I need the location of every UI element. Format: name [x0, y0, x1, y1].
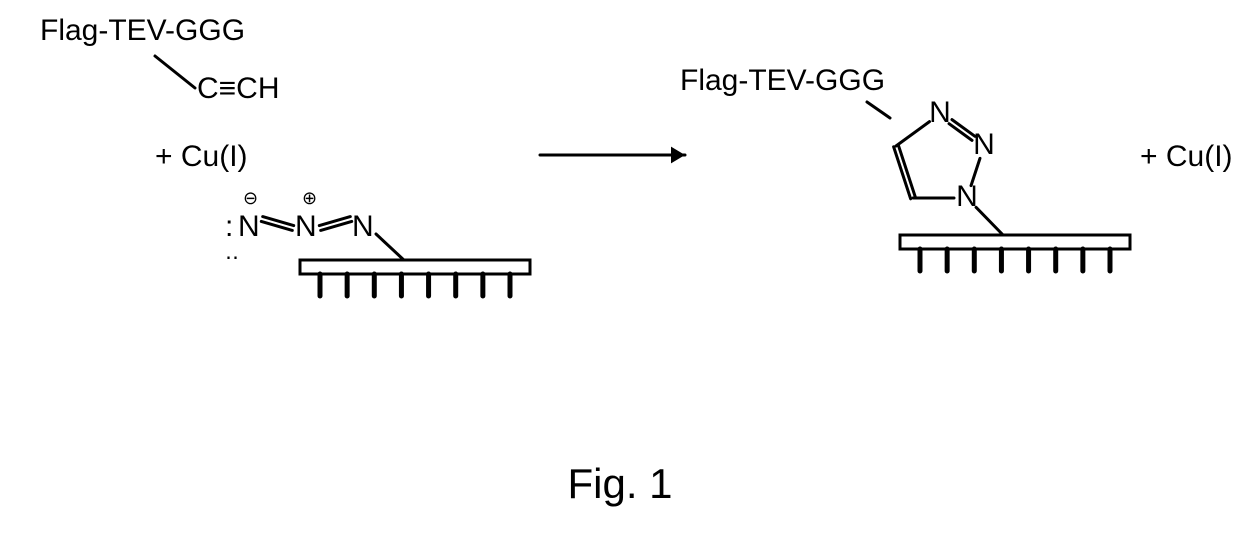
product-tag-to-ring-bond: [867, 102, 890, 118]
reaction-svg: NNN: [0, 0, 1240, 554]
azide-lone-pair-dots-below: ‥: [225, 240, 239, 265]
reaction-scheme: Flag-TEV-GGG C≡CH + Cu(I) : ⊖ ⊕ N N N Fl…: [0, 0, 1240, 554]
azide-to-oligo-bond: [376, 234, 406, 262]
reaction-arrow-head: [671, 147, 685, 164]
tag-to-alkyne-bond: [155, 56, 195, 88]
triazole-N1-label: N: [929, 96, 951, 129]
triazole-N2-label: N: [973, 128, 995, 161]
triazole-to-oligo-bond: [976, 207, 1005, 237]
oligo-comb-left: [300, 260, 530, 274]
triazole-bond-C5-N1: [896, 122, 929, 146]
triazole-N3-label: N: [956, 180, 978, 213]
oligo-comb-right: [900, 235, 1130, 249]
